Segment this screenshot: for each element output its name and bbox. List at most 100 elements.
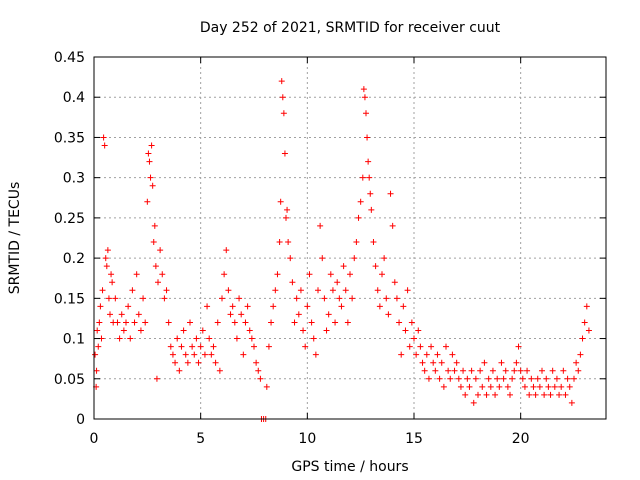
data-point (389, 222, 396, 229)
data-point (278, 78, 285, 85)
data-point (229, 303, 236, 310)
data-point (283, 214, 289, 221)
data-point (347, 271, 353, 278)
data-point (411, 335, 417, 342)
data-point (398, 351, 405, 358)
data-point (268, 319, 275, 326)
data-point (417, 343, 424, 350)
data-point (396, 319, 403, 326)
data-point (553, 375, 560, 382)
data-point (349, 295, 356, 302)
data-point (462, 391, 469, 398)
data-point (423, 351, 430, 358)
data-point (93, 367, 100, 374)
y-tick-label: 0.2 (63, 251, 85, 267)
data-point (430, 359, 437, 366)
data-point (374, 287, 381, 294)
data-point (363, 110, 369, 117)
data-point (236, 295, 243, 302)
data-point (153, 375, 160, 382)
data-point (498, 359, 505, 366)
data-point (368, 206, 375, 213)
data-point (102, 255, 109, 262)
data-point (393, 295, 400, 302)
data-point (325, 311, 332, 318)
data-point (530, 383, 537, 390)
data-point (178, 343, 185, 350)
data-point (127, 335, 134, 342)
data-point (287, 255, 294, 262)
data-point (543, 375, 550, 382)
data-point (212, 359, 219, 366)
data-point (496, 383, 503, 390)
data-point (195, 359, 202, 366)
data-point (440, 383, 447, 390)
data-points (92, 78, 592, 422)
data-point (99, 287, 106, 294)
data-point (265, 343, 272, 350)
data-point (438, 359, 445, 366)
data-point (137, 327, 144, 334)
data-point (387, 190, 394, 197)
data-point (193, 335, 200, 342)
data-point (364, 134, 371, 141)
data-point (515, 343, 522, 350)
data-point (443, 343, 449, 350)
data-point (434, 351, 441, 358)
data-point (451, 367, 458, 374)
data-point (472, 375, 479, 382)
data-point (532, 391, 539, 398)
data-point (575, 367, 582, 374)
data-point (376, 303, 383, 310)
x-tick-label: 15 (405, 431, 423, 447)
data-point (284, 206, 291, 213)
data-point (428, 343, 435, 350)
data-point (539, 367, 545, 374)
data-point (551, 383, 558, 390)
data-point (147, 174, 154, 181)
data-point (449, 351, 456, 358)
data-point (357, 198, 364, 205)
data-point (108, 271, 115, 278)
y-axis-ticks: 0 0.05 0.1 0.15 0.2 0.25 0.3 0.35 0.4 0.45 (54, 50, 606, 428)
data-point (317, 222, 324, 229)
data-point (583, 303, 590, 310)
data-point (142, 319, 149, 326)
data-point (536, 383, 543, 390)
data-point (521, 383, 528, 390)
data-point (187, 319, 193, 326)
data-point (169, 351, 176, 358)
data-point (150, 239, 157, 246)
data-point (367, 190, 374, 197)
data-point (145, 150, 152, 157)
data-point (146, 158, 153, 165)
data-point (379, 271, 385, 278)
data-point (131, 319, 138, 326)
data-point (312, 351, 319, 358)
data-point (500, 375, 507, 382)
data-point (95, 343, 102, 350)
y-tick-label: 0.4 (63, 90, 85, 106)
data-point (308, 319, 315, 326)
data-point (577, 351, 584, 358)
data-point (116, 335, 123, 342)
data-point (233, 335, 240, 342)
y-tick-label: 0 (76, 412, 85, 428)
data-point (338, 303, 345, 310)
data-point (344, 319, 351, 326)
data-point (455, 375, 462, 382)
data-point (519, 375, 526, 382)
data-point (517, 367, 524, 374)
data-point (214, 319, 221, 326)
data-point (489, 367, 496, 374)
data-point (165, 319, 172, 326)
data-point (475, 391, 481, 398)
data-point (96, 319, 103, 326)
data-point (103, 263, 110, 270)
data-point (457, 383, 464, 390)
data-point (566, 383, 573, 390)
data-point (477, 367, 484, 374)
data-point (277, 198, 284, 205)
x-tick-label: 5 (196, 431, 205, 447)
data-point (408, 319, 415, 326)
